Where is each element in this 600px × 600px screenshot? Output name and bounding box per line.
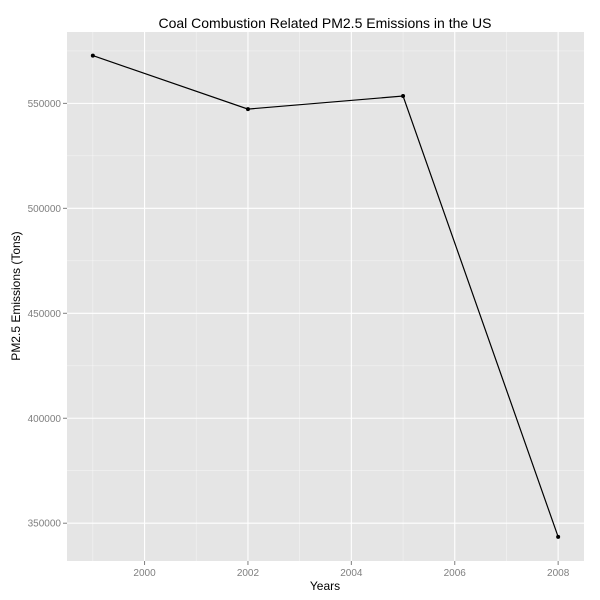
y-tick-label: 550000 <box>28 99 62 110</box>
x-tick-label: 2000 <box>133 568 156 579</box>
x-tick-label: 2006 <box>444 568 467 579</box>
y-axis: 350000 400000 450000 500000 550000 <box>28 99 67 530</box>
plot-panel <box>67 32 584 561</box>
series-layer <box>90 53 561 539</box>
data-point <box>245 107 250 112</box>
y-tick-label: 400000 <box>28 414 62 425</box>
x-tick-label: 2002 <box>237 568 260 579</box>
data-point <box>556 534 561 539</box>
data-point <box>401 94 406 99</box>
y-tick-label: 500000 <box>28 204 62 215</box>
x-tick-label: 2008 <box>547 568 570 579</box>
x-axis: 2000 2002 2004 2006 2008 <box>133 561 570 579</box>
x-tick-label: 2004 <box>340 568 363 579</box>
data-point <box>90 53 95 58</box>
x-axis-label: Years <box>310 579 340 593</box>
y-tick-label: 350000 <box>28 519 62 530</box>
series-line <box>92 55 559 538</box>
y-axis-label: PM2.5 Emissions (Tons) <box>9 231 23 360</box>
chart-title: Coal Combustion Related PM2.5 Emissions … <box>158 15 491 31</box>
y-tick-label: 450000 <box>28 309 62 320</box>
grid-major <box>67 32 584 561</box>
